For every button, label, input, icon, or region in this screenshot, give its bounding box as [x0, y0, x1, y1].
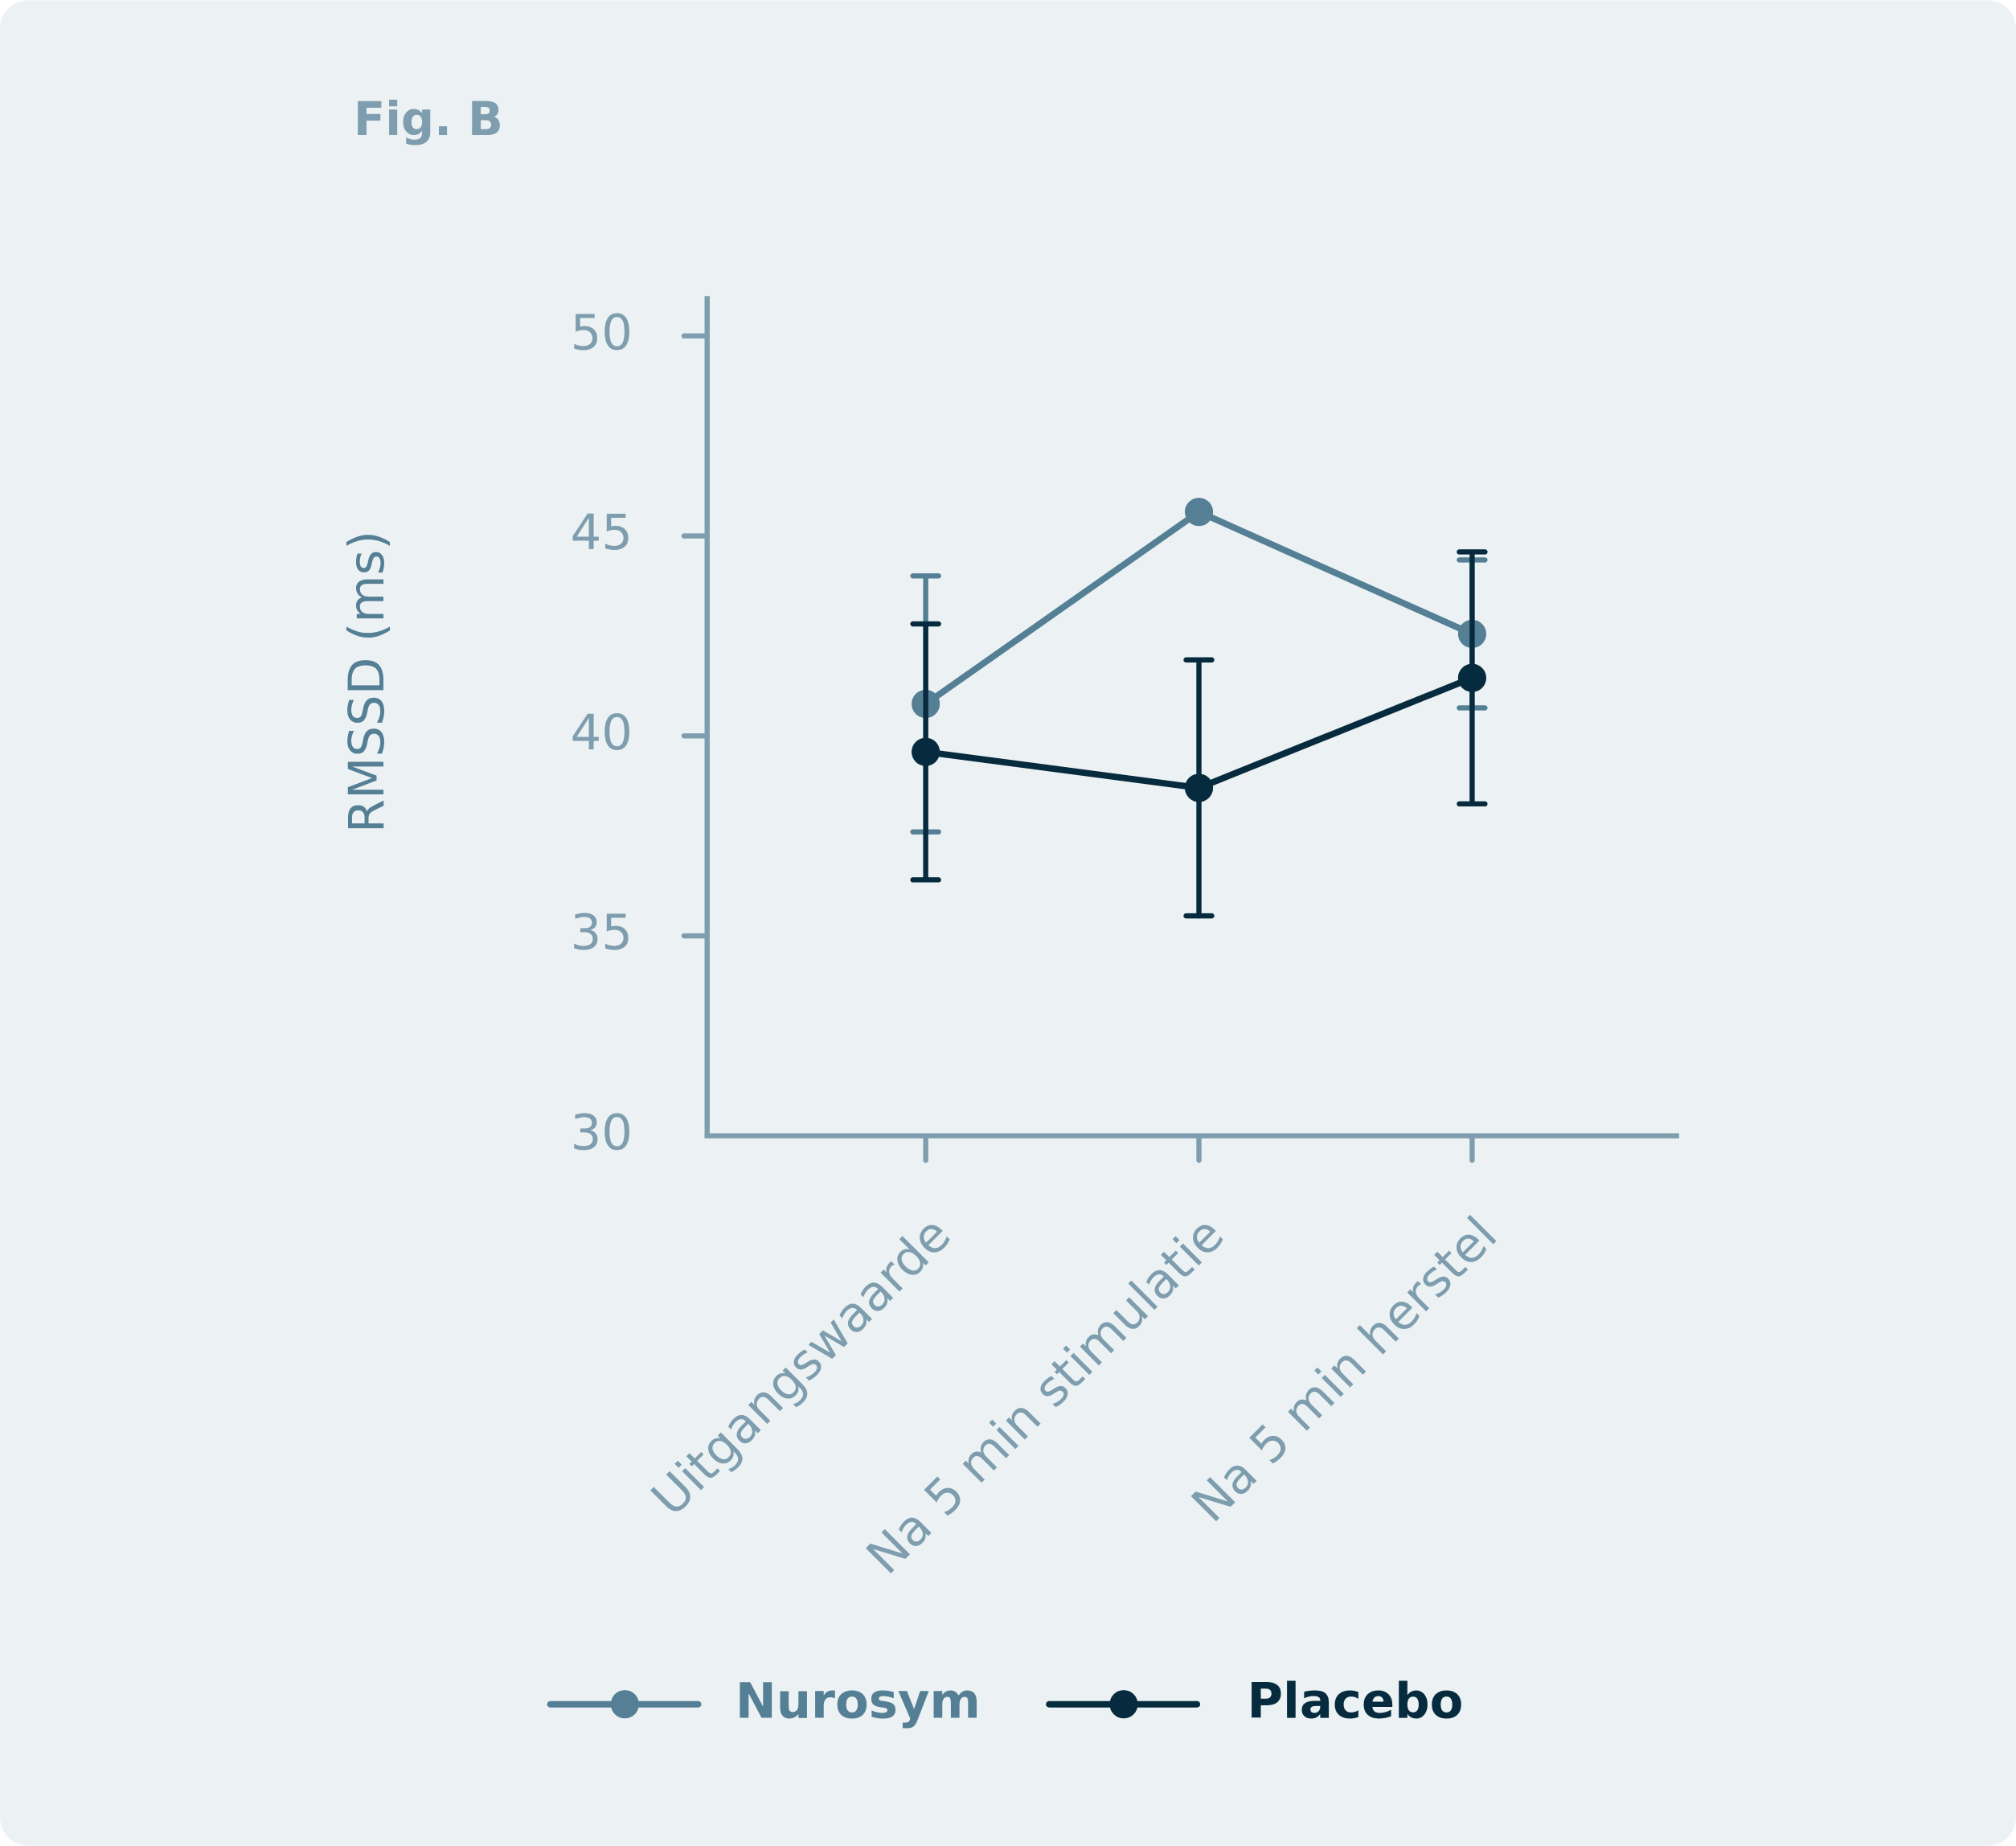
- y-tick-label: 30: [571, 1105, 633, 1161]
- data-point: [912, 737, 940, 766]
- y-tick-label: 35: [571, 905, 633, 962]
- chart-title: Fig. B: [354, 92, 503, 146]
- y-tick-label: 40: [571, 705, 633, 761]
- data-point: [1184, 773, 1214, 802]
- y-tick-label: 45: [571, 505, 633, 561]
- legend-marker: [1109, 1690, 1138, 1719]
- y-axis-label: RMSSD (ms): [339, 531, 395, 833]
- legend-label: Placebo: [1248, 1673, 1464, 1729]
- legend-label: Nurosym: [736, 1673, 981, 1729]
- y-tick-label: 50: [571, 305, 633, 361]
- legend-marker: [610, 1690, 639, 1719]
- data-point: [1184, 498, 1214, 527]
- data-point: [1457, 663, 1487, 692]
